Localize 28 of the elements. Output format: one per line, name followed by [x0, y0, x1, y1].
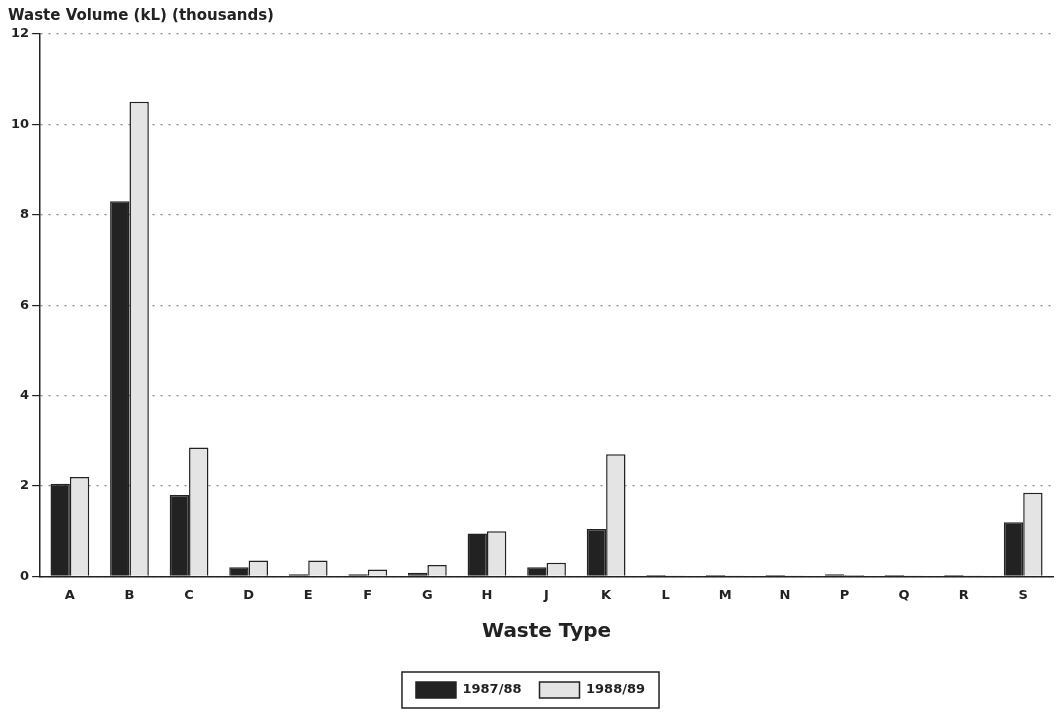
x-tick-label: N	[779, 586, 791, 602]
x-tick-label: R	[958, 586, 969, 602]
x-tick-label: G	[422, 586, 433, 602]
x-tick-label: E	[303, 586, 313, 602]
x-tick-label: J	[543, 586, 549, 602]
y-tick-label: 6	[20, 296, 30, 312]
x-tick-label: K	[601, 586, 613, 602]
x-tick-label: A	[64, 586, 75, 602]
x-tick-label: L	[661, 586, 670, 602]
y-tick-label: 2	[20, 477, 30, 493]
x-axis-title: Waste Type	[482, 618, 612, 643]
x-tick-label: H	[481, 586, 493, 602]
x-tick-label: D	[243, 586, 255, 602]
y-tick-label: 8	[20, 206, 30, 222]
x-tick-label: S	[1018, 586, 1028, 602]
x-tick-label: F	[363, 586, 373, 602]
y-tick-label: 4	[20, 386, 30, 402]
y-tick-label: 12	[11, 25, 30, 41]
y-axis-title: Waste Volume (kL) (thousands)	[8, 6, 274, 24]
x-tick-label: C	[184, 586, 194, 602]
legend-label: 1988/89	[586, 681, 646, 697]
y-tick-label: 0	[20, 567, 30, 583]
x-tick-label: Q	[898, 586, 910, 602]
legend-label: 1987/88	[462, 681, 522, 697]
y-tick-label: 10	[11, 115, 30, 131]
x-tick-label: B	[124, 586, 135, 602]
x-tick-label: P	[839, 586, 850, 602]
x-tick-label: M	[718, 586, 732, 602]
